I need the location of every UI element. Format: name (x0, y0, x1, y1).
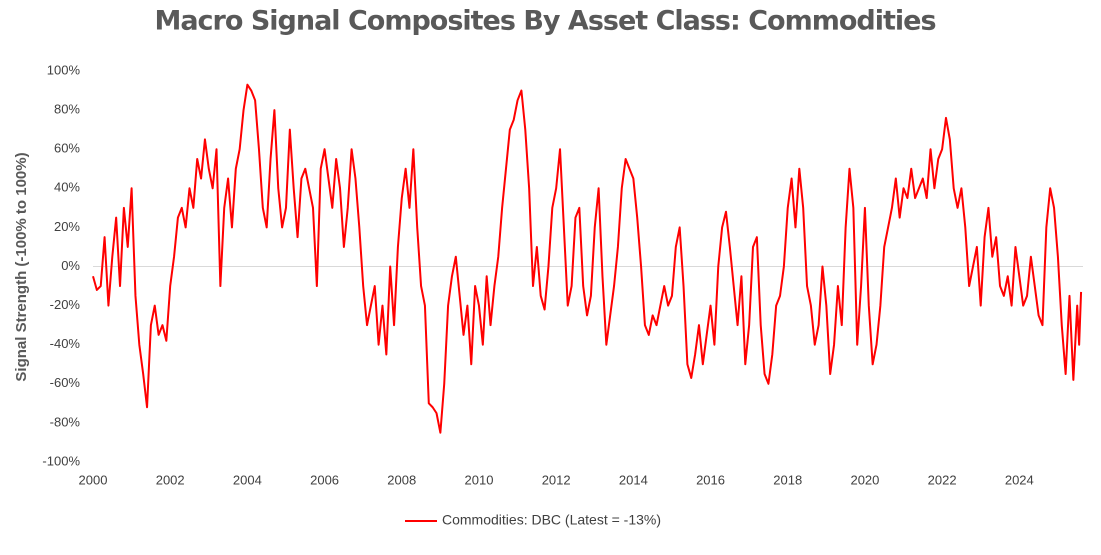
y-tick-label: -20% (50, 297, 81, 312)
y-axis-label: Signal Strength (-100% to 100%) (13, 152, 30, 381)
x-tick-label: 2006 (310, 472, 339, 487)
x-tick-label: 2004 (233, 472, 262, 487)
y-tick-label: 80% (54, 102, 80, 117)
y-tick-label: 60% (54, 141, 80, 156)
x-tick-label: 2016 (696, 472, 725, 487)
y-tick-label: 40% (54, 180, 80, 195)
y-tick-label: 100% (47, 62, 81, 77)
x-tick-label: 2002 (156, 472, 185, 487)
x-tick-label: 2000 (79, 472, 108, 487)
y-tick-label: -40% (50, 336, 81, 351)
x-tick-label: 2022 (928, 472, 957, 487)
legend-label: Commodities: DBC (Latest = -13%) (442, 512, 661, 528)
chart-title: Macro Signal Composites By Asset Class: … (154, 6, 935, 37)
x-tick-label: 2014 (619, 472, 648, 487)
series-line (92, 83, 1083, 434)
x-tick-label: 2020 (850, 472, 879, 487)
y-tick-label: 0% (61, 258, 80, 273)
y-tick-label: -100% (42, 453, 80, 468)
x-tick-label: 2010 (465, 472, 494, 487)
y-tick-label: 20% (54, 219, 80, 234)
y-tick-label: -60% (50, 375, 81, 390)
x-tick-label: 2024 (1005, 472, 1034, 487)
x-tick-label: 2008 (387, 472, 416, 487)
x-tick-label: 2012 (542, 472, 571, 487)
x-tick-label: 2018 (773, 472, 802, 487)
y-tick-label: -80% (50, 414, 81, 429)
